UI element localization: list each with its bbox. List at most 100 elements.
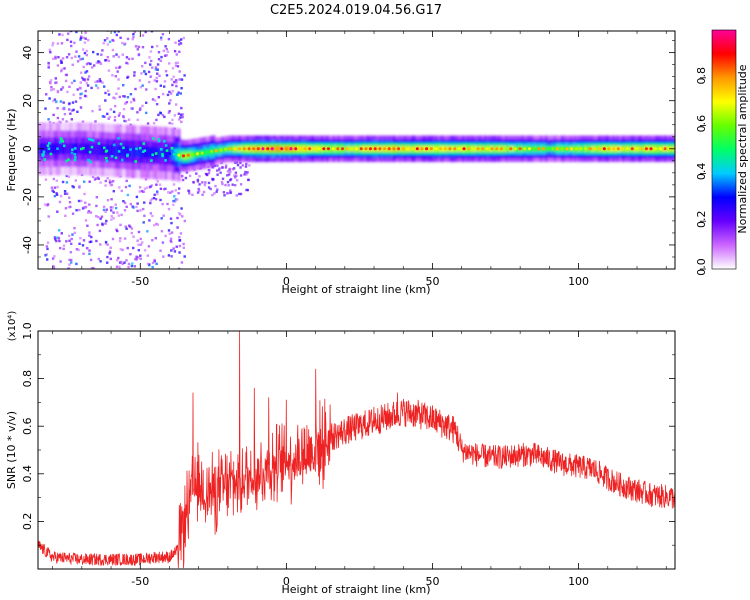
snr-multiplier-label: (x10⁴) bbox=[7, 311, 18, 342]
spectrogram-cell bbox=[182, 246, 185, 249]
spectrogram-cell bbox=[141, 34, 145, 37]
spectrogram-cell bbox=[67, 32, 70, 35]
snr-panel: -50 0 50 100 0.2 0.4 0.6 0.8 1.0 Height of stra… bbox=[5, 311, 676, 596]
spectrogram-cell bbox=[86, 224, 89, 227]
spectrogram-peak bbox=[514, 147, 517, 151]
colorbar-ramp bbox=[712, 30, 736, 269]
spectrogram-cell bbox=[110, 215, 113, 218]
spectrogram-peak bbox=[565, 147, 569, 151]
spectrogram-cell bbox=[134, 257, 137, 261]
spectrogram-band-segment bbox=[85, 143, 88, 155]
spectrogram-cell bbox=[122, 95, 125, 98]
spectrogram-cell bbox=[229, 178, 233, 181]
spectrogram-cell bbox=[121, 262, 124, 266]
spectrogram-cell bbox=[248, 164, 251, 167]
spectrogram-cell bbox=[60, 138, 63, 142]
spectrogram-cell bbox=[44, 254, 47, 257]
spectrogram-peak bbox=[481, 147, 485, 151]
spectrogram-cell bbox=[56, 64, 60, 67]
spectrogram-cell bbox=[53, 186, 57, 189]
spectrogram-cell bbox=[78, 184, 81, 188]
spectrogram-cell bbox=[88, 150, 92, 154]
spectrogram-cell bbox=[115, 265, 119, 268]
spectrogram-cell bbox=[86, 211, 90, 214]
spectrogram-cell bbox=[161, 154, 164, 158]
spectrogram-cell bbox=[139, 209, 142, 212]
spectrogram-cell bbox=[92, 50, 95, 54]
spectrogram-cell bbox=[113, 119, 117, 122]
spectrogram-peak bbox=[640, 147, 644, 151]
spectrogram-cell bbox=[51, 44, 54, 47]
spectrogram-cell bbox=[180, 261, 184, 264]
spectrogram-cell bbox=[178, 39, 181, 43]
spectrogram-cell bbox=[104, 210, 107, 213]
spectrogram-band-segment bbox=[502, 145, 505, 152]
spectrogram-cell bbox=[95, 61, 98, 64]
spectrogram-cell bbox=[72, 108, 75, 112]
spectrogram-cell bbox=[165, 47, 168, 51]
spectrogram-cell bbox=[79, 58, 82, 61]
spectrogram-cell bbox=[135, 205, 138, 209]
spectrogram-cell bbox=[97, 177, 100, 180]
spectrogram-cell bbox=[88, 249, 91, 252]
spectrogram-cell bbox=[112, 55, 115, 58]
spectrogram-band-segment bbox=[539, 145, 542, 152]
spectrogram-peak bbox=[284, 147, 288, 151]
spectrogram-cell bbox=[63, 67, 66, 70]
spectrogram-cell bbox=[169, 191, 172, 194]
spectrogram-cell bbox=[176, 61, 180, 64]
spectrogram-cell bbox=[168, 232, 171, 235]
spectrogram-peak bbox=[238, 147, 242, 151]
spectrogram-peak bbox=[397, 147, 401, 151]
spectrogram-band-segment bbox=[122, 145, 125, 157]
spectrogram-cell bbox=[244, 165, 248, 168]
spectrogram-cell bbox=[169, 92, 173, 95]
spectrogram-cell bbox=[113, 115, 117, 119]
spectrogram-cell bbox=[197, 187, 200, 191]
spectrogram-cell bbox=[79, 81, 82, 84]
spectrogram-cell bbox=[68, 85, 71, 88]
spectrogram-band-segment bbox=[264, 145, 267, 152]
spectrogram-cell bbox=[68, 108, 71, 111]
spectrogram-band-segment bbox=[129, 145, 132, 158]
spectrogram-cell bbox=[164, 144, 168, 147]
x-tick-label: -50 bbox=[131, 575, 149, 588]
spectrogram-cell bbox=[67, 267, 70, 269]
spectrogram-cell bbox=[117, 55, 120, 59]
spectrogram-cell bbox=[87, 158, 90, 162]
spectrogram-cell bbox=[163, 80, 167, 83]
spectrogram-cell bbox=[157, 138, 161, 141]
spectrogram-cell bbox=[59, 194, 63, 198]
spectrogram-cell bbox=[160, 217, 163, 220]
spectrogram-cell bbox=[156, 72, 159, 75]
spectrogram-cell bbox=[81, 57, 84, 61]
spectrogram-cell bbox=[161, 33, 165, 36]
spectrogram-cell bbox=[122, 114, 125, 118]
spectrogram-cell bbox=[138, 190, 141, 193]
spectrogram-cell bbox=[52, 266, 56, 269]
spectrogram-peak bbox=[373, 147, 377, 151]
spectrogram-cell bbox=[106, 112, 109, 116]
spectrogram-cell bbox=[98, 78, 101, 81]
spectrogram-band-segment bbox=[455, 145, 458, 152]
spectrogram-cell bbox=[168, 90, 171, 94]
spectrogram-band-segment bbox=[385, 145, 388, 152]
spectrogram-cell bbox=[135, 45, 138, 48]
spectrogram-peak bbox=[439, 147, 443, 151]
spectrogram-cell bbox=[64, 207, 68, 210]
snr-frame bbox=[37, 330, 676, 570]
spectrogram-cell bbox=[66, 38, 69, 42]
spectrogram-cell bbox=[166, 50, 170, 53]
spectrogram-cell bbox=[131, 37, 134, 41]
spectrogram-cell bbox=[167, 207, 171, 211]
spectrogram-band-segment bbox=[637, 145, 640, 152]
spectrogram-peak bbox=[663, 147, 667, 151]
spectrogram-cell bbox=[177, 212, 181, 215]
spectrogram-band-segment bbox=[600, 145, 603, 152]
spectrogram-cell bbox=[129, 253, 132, 256]
spectrogram-cell bbox=[175, 103, 178, 106]
spectrogram-cell bbox=[90, 235, 93, 239]
spectrogram-band-segment bbox=[109, 144, 113, 157]
spectrogram-cell bbox=[104, 242, 108, 245]
spectrogram-band-segment bbox=[50, 143, 53, 155]
